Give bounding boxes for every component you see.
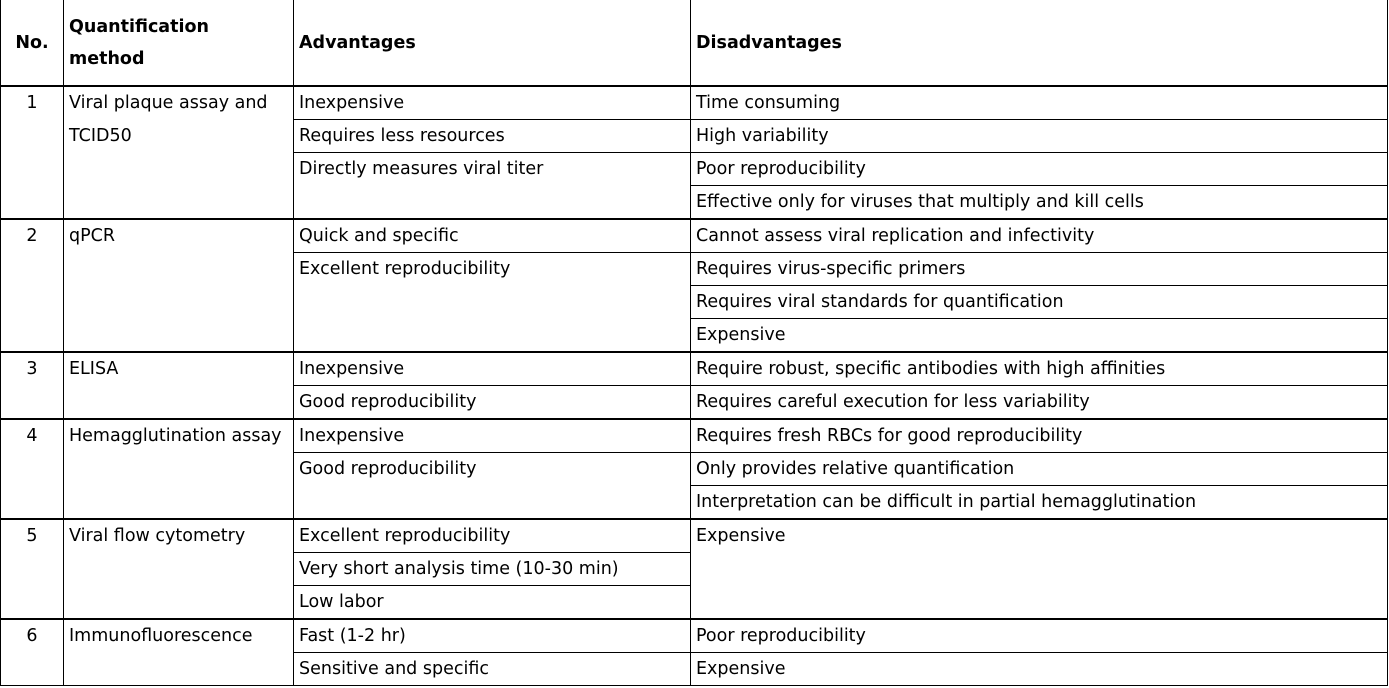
disadvantage-cell: Only provides relative quantification <box>690 452 1388 486</box>
disadvantage-cell: Requires viral standards for quantificat… <box>690 285 1388 319</box>
table-row: Effective only for viruses that multiply… <box>1 185 1388 220</box>
method-number: 5 <box>0 518 64 620</box>
table-row: Expensive <box>1 318 1388 353</box>
table-row: Sensitive and specific Expensive <box>1 652 1388 686</box>
table-row: Requires less resources High variability <box>1 119 1388 153</box>
disadvantage-cell: Cannot assess viral replication and infe… <box>690 218 1388 253</box>
disadvantage-cell: Poor reproducibility <box>690 618 1388 653</box>
table-row: Excellent reproducibility Requires virus-… <box>1 252 1388 353</box>
method-name: Viral flow cytometry <box>63 518 294 620</box>
table-row: 4 Hemagglutination assay Inexpensive Requir… <box>0 418 1388 520</box>
method-name: Hemagglutination assay <box>63 418 294 520</box>
header-method: Quantification method <box>63 0 294 87</box>
table-body: 1 Viral plaque assay and TCID50 Inexpensiv… <box>0 85 1388 686</box>
advantage-cell: Low labor <box>293 585 691 620</box>
header-advantages: Advantages <box>293 0 691 87</box>
table-row: 1 Viral plaque assay and TCID50 Inexpensiv… <box>0 85 1388 220</box>
table-row: Very short analysis time (10-30 min) <box>1 552 1388 586</box>
method-number: 3 <box>0 351 64 420</box>
header-disadvantages: Disadvantages <box>690 0 1388 87</box>
advantage-cell: Very short analysis time (10-30 min) <box>293 552 691 586</box>
table-row: 3 ELISA Inexpensive Require robust, specifi… <box>0 351 1388 420</box>
disadvantage-cell: Expensive <box>690 518 1388 620</box>
table-row: Good reproducibility Requires careful exe… <box>1 385 1388 420</box>
table-row: Low labor <box>1 585 1388 620</box>
method-number: 4 <box>0 418 64 520</box>
advantage-cell: Quick and specific <box>293 218 691 253</box>
table-row: 6 Immunofluorescence Fast (1-2 hr) Poor rep… <box>0 618 1388 686</box>
table-row: 2 qPCR Quick and specific Cannot assess vir… <box>0 218 1388 353</box>
method-name: qPCR <box>63 218 294 353</box>
disadvantage-cell: Interpretation can be difficult in parti… <box>690 485 1388 520</box>
disadvantage-cell: Requires fresh RBCs for good reproducibi… <box>690 418 1388 453</box>
table-row: Good reproducibility Only provides relati… <box>1 452 1388 520</box>
method-number: 6 <box>0 618 64 686</box>
advantage-cell: Excellent reproducibility <box>293 518 691 553</box>
advantage-cell: Inexpensive <box>293 351 691 386</box>
table-row: Interpretation can be difficult in parti… <box>1 485 1388 520</box>
disadvantage-cell: High variability <box>690 119 1388 153</box>
advantage-cell: Good reproducibility <box>293 452 691 520</box>
advantage-cell: Requires less resources <box>293 119 691 153</box>
method-number: 1 <box>0 85 64 220</box>
advantage-cell: Good reproducibility <box>293 385 691 420</box>
disadvantage-cell: Poor reproducibility <box>690 152 1388 186</box>
advantage-cell: Directly measures viral titer <box>293 152 691 220</box>
disadvantage-cell: Expensive <box>690 652 1388 686</box>
header-row: No. Quantification method Advantages Dis… <box>0 0 1388 87</box>
disadvantage-cell: Effective only for viruses that multiply… <box>690 185 1388 220</box>
method-number: 2 <box>0 218 64 353</box>
advantage-cell: Sensitive and specific <box>293 652 691 686</box>
disadvantage-cell: Time consuming <box>690 85 1388 120</box>
table-row: Requires viral standards for quantificat… <box>1 285 1388 319</box>
advantage-cell: Inexpensive <box>293 418 691 453</box>
header-no: No. <box>0 0 64 87</box>
method-name: ELISA <box>63 351 294 420</box>
table-row: 5 Viral flow cytometry Excellent reproduci… <box>0 518 1388 620</box>
advantage-cell: Inexpensive <box>293 85 691 120</box>
method-name: Immunofluorescence <box>63 618 294 686</box>
disadvantage-cell: Requires careful execution for less vari… <box>690 385 1388 420</box>
advantage-cell: Excellent reproducibility <box>293 252 691 353</box>
disadvantage-cell: Require robust, specific antibodies with… <box>690 351 1388 386</box>
disadvantage-cell: Expensive <box>690 318 1388 353</box>
disadvantage-cell: Requires virus-specific primers <box>690 252 1388 286</box>
method-name: Viral plaque assay and TCID50 <box>63 85 294 220</box>
advantage-cell: Fast (1-2 hr) <box>293 618 691 653</box>
